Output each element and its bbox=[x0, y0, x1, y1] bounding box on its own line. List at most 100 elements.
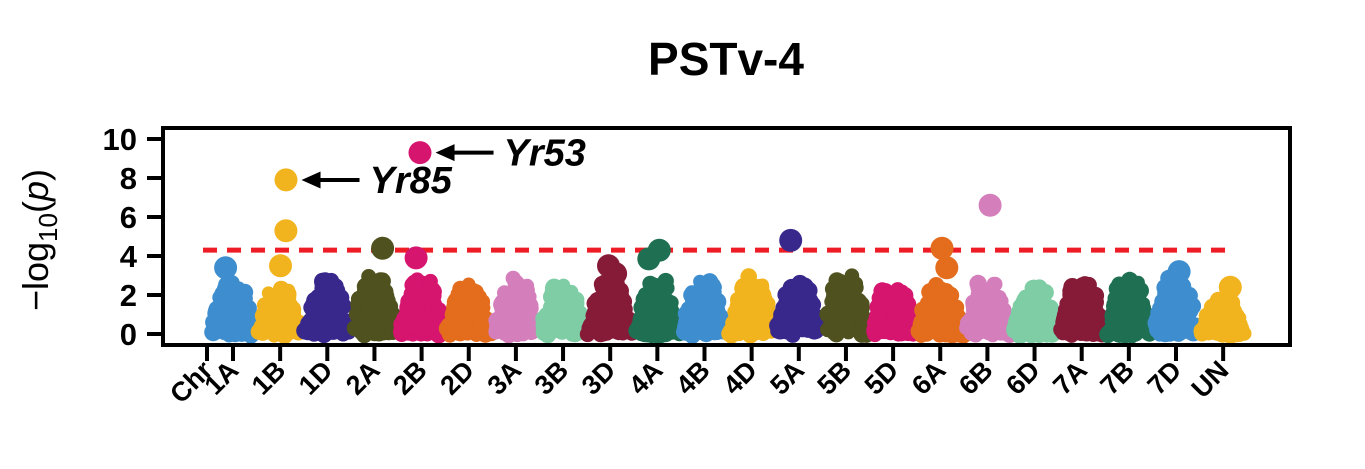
data-point bbox=[970, 280, 986, 296]
chart-title: PSTv-4 bbox=[648, 33, 804, 85]
chromosome-cluster-7A bbox=[1053, 276, 1112, 343]
data-point bbox=[595, 300, 612, 318]
x-tick-label: 7D bbox=[1142, 355, 1188, 401]
annotations-layer: Yr85 Yr53 bbox=[301, 133, 586, 202]
data-point bbox=[552, 281, 568, 297]
data-point bbox=[431, 302, 447, 318]
chromosome-cluster-4A bbox=[628, 238, 688, 343]
data-point bbox=[942, 324, 959, 341]
chromosome-cluster-1D bbox=[296, 272, 357, 343]
data-point bbox=[443, 314, 461, 332]
data-point-outlier bbox=[1218, 275, 1242, 299]
data-point-outlier bbox=[930, 236, 954, 260]
data-point bbox=[321, 316, 337, 333]
data-point bbox=[848, 276, 864, 292]
data-point bbox=[1013, 327, 1028, 342]
data-point-outlier bbox=[269, 254, 292, 278]
x-tick-label: 1D bbox=[293, 355, 339, 401]
data-point bbox=[1176, 295, 1195, 313]
data-point bbox=[404, 276, 422, 294]
data-point bbox=[490, 323, 505, 338]
data-point bbox=[706, 324, 723, 341]
data-point bbox=[1068, 317, 1087, 335]
chromosome-cluster-UN bbox=[1193, 275, 1252, 343]
x-tick-label: 2A bbox=[340, 355, 386, 401]
data-point bbox=[993, 325, 1008, 340]
data-point-outlier bbox=[779, 228, 803, 252]
data-point bbox=[742, 317, 757, 333]
data-point bbox=[597, 323, 613, 340]
data-point bbox=[409, 295, 426, 311]
data-point bbox=[1026, 296, 1041, 311]
data-point-outlier bbox=[935, 256, 959, 280]
data-point bbox=[726, 316, 744, 335]
data-point bbox=[1074, 277, 1092, 295]
data-point bbox=[399, 303, 413, 317]
data-point bbox=[882, 319, 898, 334]
data-point bbox=[231, 281, 246, 297]
data-point bbox=[1107, 307, 1125, 326]
chromosome-cluster-1A bbox=[204, 256, 262, 343]
data-point bbox=[803, 320, 819, 336]
x-tick-label: 2B bbox=[387, 355, 433, 401]
y-axis-label: −log10(p) bbox=[15, 169, 63, 311]
y-axis-label-variable: p bbox=[15, 181, 56, 202]
data-point bbox=[705, 276, 720, 291]
data-point bbox=[600, 286, 618, 304]
chromosome-cluster-5A bbox=[769, 228, 828, 343]
data-point-outlier bbox=[371, 236, 395, 260]
data-point bbox=[1210, 298, 1228, 317]
x-tick-label: 7B bbox=[1094, 355, 1140, 401]
data-point bbox=[494, 300, 509, 316]
data-point bbox=[740, 268, 757, 285]
data-point-outlier bbox=[274, 168, 298, 192]
data-point bbox=[1163, 297, 1182, 315]
annotation-arrowhead bbox=[435, 144, 455, 162]
data-point bbox=[645, 279, 662, 295]
chromosome-cluster-3A bbox=[488, 270, 544, 343]
x-tick-label: 5D bbox=[859, 355, 905, 401]
data-point bbox=[677, 305, 695, 323]
annotation-label: Yr53 bbox=[504, 133, 586, 175]
annotation-yr53: Yr53 bbox=[435, 133, 586, 175]
data-point bbox=[921, 283, 939, 301]
data-point bbox=[335, 318, 350, 332]
y-axis-label-paren-close: ) bbox=[15, 169, 56, 181]
data-point bbox=[869, 305, 888, 324]
chromosome-cluster-1B bbox=[250, 168, 309, 343]
data-point bbox=[784, 314, 800, 329]
data-point bbox=[1127, 276, 1142, 291]
data-point bbox=[845, 291, 863, 309]
chromosome-cluster-7B bbox=[1099, 271, 1160, 343]
data-point-outlier bbox=[647, 238, 671, 262]
data-point bbox=[464, 289, 479, 303]
data-point bbox=[543, 322, 560, 339]
data-point bbox=[659, 280, 675, 296]
data-point bbox=[1156, 315, 1173, 332]
data-point bbox=[317, 272, 333, 288]
data-point bbox=[505, 270, 521, 286]
chromosome-cluster-4B bbox=[676, 273, 734, 343]
data-point bbox=[454, 290, 469, 305]
data-point bbox=[1057, 320, 1072, 335]
annotation-label: Yr85 bbox=[370, 160, 453, 202]
x-tick-label: 6A bbox=[906, 355, 952, 401]
data-point bbox=[980, 293, 999, 311]
data-point bbox=[1200, 313, 1219, 332]
data-point bbox=[831, 280, 845, 294]
y-axis-label-subscript: 10 bbox=[33, 213, 63, 242]
frame-layer bbox=[161, 126, 1292, 347]
chromosome-cluster-6D bbox=[1006, 279, 1063, 343]
data-point bbox=[367, 292, 381, 306]
x-tick-label: 7A bbox=[1047, 355, 1093, 401]
y-tick-label: 2 bbox=[120, 278, 137, 313]
data-point bbox=[1172, 283, 1187, 297]
data-point bbox=[854, 322, 869, 336]
data-point bbox=[802, 290, 816, 305]
x-tick-label: 6D bbox=[1000, 355, 1046, 401]
annotation-yr85: Yr85 bbox=[301, 160, 453, 202]
data-point bbox=[987, 276, 1003, 292]
data-point bbox=[940, 297, 958, 315]
data-point bbox=[225, 298, 243, 316]
data-point bbox=[474, 318, 490, 334]
